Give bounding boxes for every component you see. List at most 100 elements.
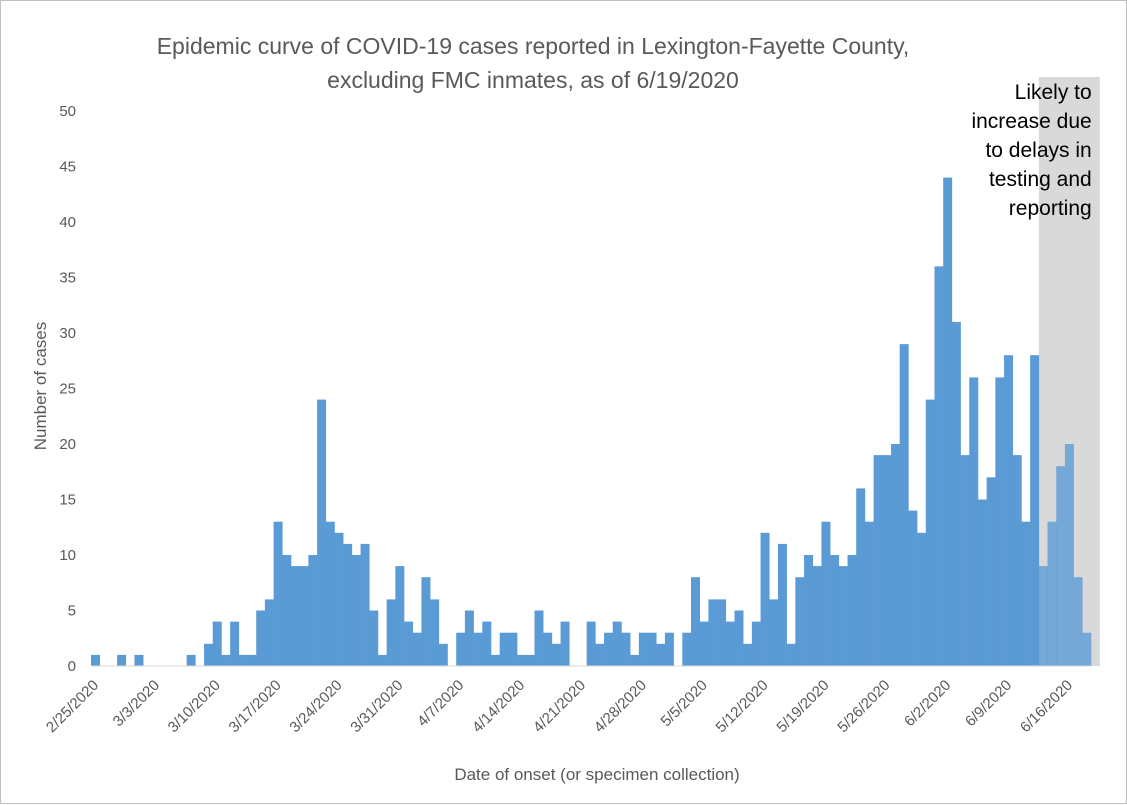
bar [647,632,657,666]
x-tick-label: 5/12/2020 [713,677,772,736]
bar [812,566,822,666]
bar [830,555,840,666]
x-tick-label: 3/17/2020 [226,677,285,736]
bar [369,610,379,666]
bar [91,654,100,666]
bar [734,610,744,666]
bar [534,610,544,666]
reporting-delay-note-line: reporting [1009,197,1092,220]
y-tick-label: 35 [59,270,76,287]
bar [325,521,335,666]
bar [1073,577,1083,666]
bar [760,532,770,666]
bar [134,654,144,666]
bar [221,654,231,666]
bar [543,632,553,666]
bar [186,654,196,666]
bar [699,621,709,666]
bar [995,377,1005,666]
bar [595,643,605,666]
bar [908,510,918,666]
bar [1056,466,1066,666]
bar [638,632,648,666]
bar [873,455,883,666]
x-tick-label: 4/28/2020 [591,677,650,736]
bar [751,621,761,666]
y-tick-label: 0 [68,658,76,675]
bar [247,654,257,666]
bar [464,610,474,666]
y-tick-label: 5 [68,603,76,620]
bar [386,599,396,666]
bar [977,499,987,666]
bar [838,566,848,666]
bar [1012,455,1022,666]
bar [682,632,692,666]
bar [430,599,440,666]
x-tick-label: 5/5/2020 [658,677,711,730]
bar [351,555,361,666]
bar [743,643,753,666]
bar [856,488,866,666]
bar [343,543,353,666]
bar [586,621,596,666]
bar [404,621,414,666]
x-tick-label: 3/24/2020 [286,677,345,736]
bar [969,377,979,666]
bar [1030,355,1040,666]
bar [551,643,561,666]
bar [656,643,666,666]
y-tick-label: 20 [59,436,76,453]
x-tick-label: 3/10/2020 [165,677,224,736]
bar [117,654,127,666]
bar [360,543,370,666]
x-tick-label: 2/25/2020 [43,677,102,736]
bar [1021,521,1031,666]
bar [1004,355,1014,666]
chart-title-line-2: excluding FMC inmates, as of 6/19/2020 [327,67,739,93]
bar [1082,632,1092,666]
y-tick-label: 40 [59,214,76,231]
bar [786,643,796,666]
bar [1047,521,1057,666]
bar [612,621,622,666]
bar [377,654,387,666]
y-tick-label: 50 [59,103,76,120]
x-tick-label: 3/3/2020 [110,677,163,730]
bar [621,632,631,666]
reporting-delay-note-line: Likely to [1015,81,1092,104]
bar [334,532,344,666]
reporting-delay-note-line: to delays in [985,139,1091,162]
bar [882,455,892,666]
chart-title-line-1: Epidemic curve of COVID-19 cases reporte… [157,33,910,59]
bar [421,577,431,666]
bar [256,610,266,666]
bar [291,566,300,666]
bar [664,632,674,666]
bar [264,599,274,666]
y-tick-label: 25 [59,381,76,398]
bar [925,399,935,666]
bar [299,566,309,666]
x-tick-label: 4/14/2020 [469,677,528,736]
bar [630,654,640,666]
bar [795,577,805,666]
x-axis-label: Date of onset (or specimen collection) [454,765,739,784]
bar [691,577,700,666]
bar [491,654,500,666]
reporting-delay-note-line: testing and [989,168,1092,191]
bar [517,654,527,666]
reporting-delay-note-line: increase due [971,110,1091,133]
bar [308,555,318,666]
bar [482,621,492,666]
x-tick-label: 6/16/2020 [1017,677,1076,736]
y-tick-label: 15 [59,492,76,509]
bar [212,621,222,666]
bar [917,532,927,666]
x-tick-label: 4/7/2020 [414,677,467,730]
bar [777,543,787,666]
bar [864,521,874,666]
x-tick-label: 3/31/2020 [347,677,406,736]
